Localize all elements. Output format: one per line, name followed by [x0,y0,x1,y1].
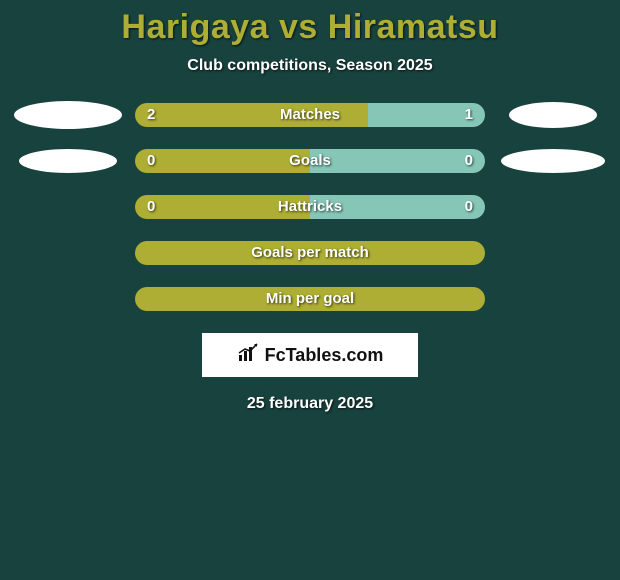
right-ellipse-cell [485,102,620,128]
player-right-marker [509,102,597,128]
metric-row: Min per goal [0,287,620,311]
subtitle: Club competitions, Season 2025 [0,57,620,75]
metric-row: Goals per match [0,241,620,265]
date-label: 25 february 2025 [0,395,620,413]
metric-bar: 21Matches [135,103,485,127]
comparison-card: Harigaya vs Hiramatsu Club competitions,… [0,0,620,580]
metric-name: Goals [135,149,485,173]
logo: FcTables.com [237,343,384,368]
metric-rows: 21Matches 00Goals 00Hattricks Goals per mat… [0,103,620,311]
metric-row: 21Matches [0,103,620,127]
logo-box: FcTables.com [202,333,418,377]
metric-row: 00Hattricks [0,195,620,219]
metric-name: Min per goal [135,287,485,311]
metric-name: Matches [135,103,485,127]
logo-chart-icon [237,343,261,368]
metric-row: 00Goals [0,149,620,173]
logo-text: FcTables.com [265,345,384,366]
player-left-marker [14,101,122,129]
metric-name: Hattricks [135,195,485,219]
page-title: Harigaya vs Hiramatsu [0,0,620,47]
metric-bar: Min per goal [135,287,485,311]
metric-bar: 00Goals [135,149,485,173]
right-ellipse-cell [485,149,620,173]
player-left-marker [19,149,117,173]
metric-bar: Goals per match [135,241,485,265]
left-ellipse-cell [0,101,135,129]
player-right-marker [501,149,605,173]
metric-bar: 00Hattricks [135,195,485,219]
left-ellipse-cell [0,149,135,173]
metric-name: Goals per match [135,241,485,265]
